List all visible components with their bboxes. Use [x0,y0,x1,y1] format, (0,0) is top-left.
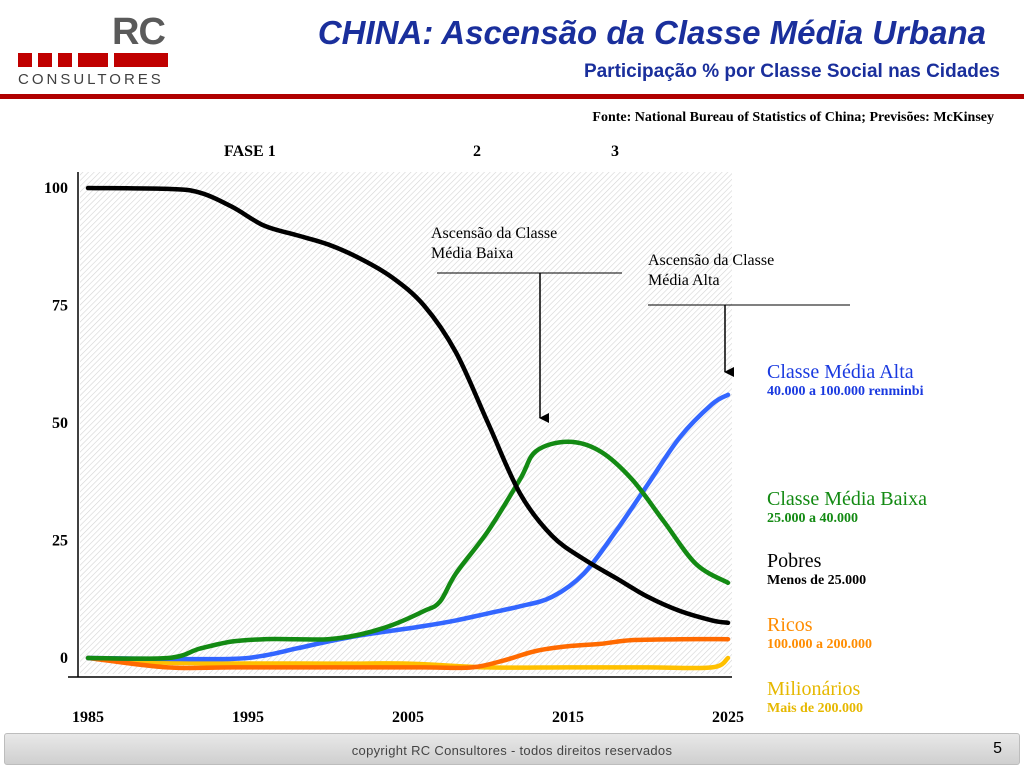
source-note: Fonte: National Bureau of Statistics of … [592,110,994,125]
y-tick-label-75: 75 [52,298,68,315]
legend-name: Classe Média Baixa [767,488,927,510]
legend-name: Pobres [767,550,822,572]
phase-label-2: 2 [473,143,481,160]
copyright-text: copyright RC Consultores - todos direito… [351,743,673,758]
y-tick-label-50: 50 [52,415,68,432]
x-tick-label-2015: 2015 [552,709,584,726]
page-subtitle: Participação % por Classe Social nas Cid… [583,61,1000,82]
legend-name: Ricos [767,614,813,636]
legend-name: Classe Média Alta [767,361,914,383]
legend-range: 25.000 a 40.000 [767,511,858,526]
annotation-2-line-2: Média Alta [648,272,720,289]
series-line-ricos [85,636,731,671]
page-number: 5 [993,740,1002,757]
y-ticks: 0 25 50 75 100 [44,180,68,667]
y-tick-label-0: 0 [60,650,68,667]
legend-entry-classe-media-baixa: Classe Média Baixa 25.000 a 40.000 [767,488,927,528]
legend-entry-classe-media-alta: Classe Média Alta 40.000 a 100.000 renmi… [767,361,923,401]
legend-entry-ricos: Ricos 100.000 a 200.000 [767,614,872,654]
series-line-classe-media-baixa [85,439,731,661]
logo-bars [18,53,168,67]
x-tick-label-1985: 1985 [72,709,104,726]
page-title: CHINA: Ascensão da Classe Média Urbana [317,14,986,51]
plot-background [80,172,732,674]
annotation-1-line-2: Média Baixa [431,245,513,262]
legend-range: 100.000 a 200.000 [767,637,872,652]
logo: RC CONSULTORES [14,10,170,90]
header-divider [0,94,1024,99]
series-line-classe-media-alta [85,392,731,662]
legend-entry-pobres: Pobres Menos de 25.000 [767,550,866,590]
legend-entry-milionarios: Milionários Mais de 200.000 [767,678,863,718]
series-group [85,185,731,671]
annotation-2-line-1: Ascensão da Classe [648,252,774,269]
x-tick-label-2025: 2025 [712,709,744,726]
legend-range: Menos de 25.000 [767,573,867,588]
logo-consultores-text: CONSULTORES [18,71,164,88]
legend-range: 40.000 a 100.000 renminbi [767,384,924,399]
annotation-1-line-1: Ascensão da Classe [431,225,557,242]
legend-name: Milionários [767,678,861,700]
y-tick-label-100: 100 [44,180,68,197]
y-tick-label-25: 25 [52,533,68,550]
x-ticks: 1985 1995 2005 2015 2025 [72,709,744,726]
x-tick-label-2005: 2005 [392,709,424,726]
logo-rc-text: RC [112,11,166,53]
footer-bar [4,733,1020,765]
x-tick-label-1995: 1995 [232,709,264,726]
phase-label-1: FASE 1 [224,143,276,160]
legend-range: Mais de 200.000 [767,701,864,716]
series-line-pobres [85,185,731,626]
phase-label-3: 3 [611,143,619,160]
annotations: Ascensão da Classe Média Baixa Ascensão da… [431,225,850,423]
